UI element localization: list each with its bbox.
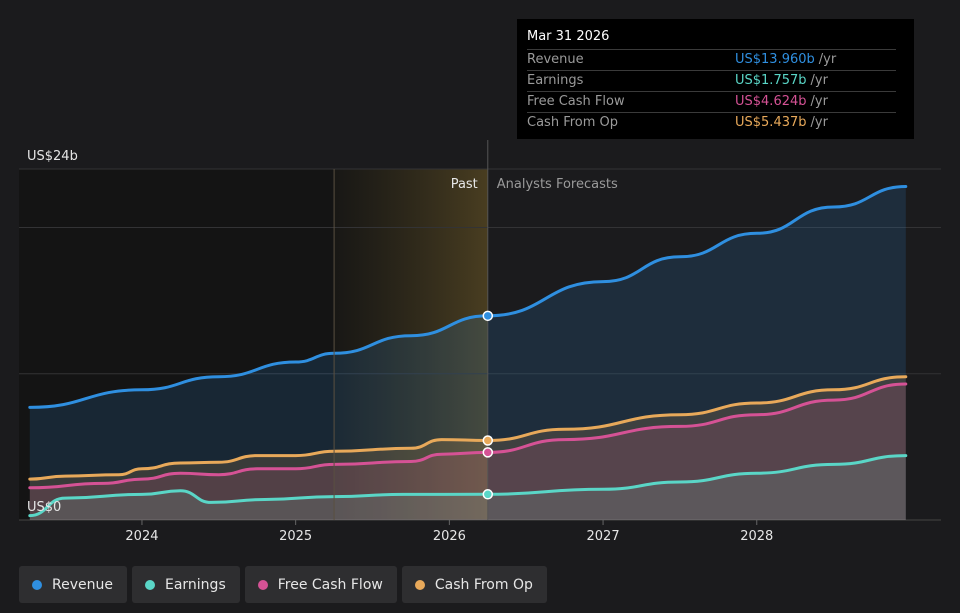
y-axis-bottom-label: US$0 xyxy=(27,500,61,515)
tooltip-label: Free Cash Flow xyxy=(527,94,625,109)
x-tick-label: 2025 xyxy=(279,529,312,544)
tooltip-unit: /yr xyxy=(810,73,828,88)
y-axis-top-label: US$24b xyxy=(27,149,78,164)
tooltip-value: US$4.624b xyxy=(735,94,807,109)
x-tick-label: 2026 xyxy=(433,529,466,544)
marker-free-cash-flow xyxy=(482,447,494,458)
legend-item-cash-from-op[interactable]: Cash From Op xyxy=(401,566,547,603)
area-free-cash-flow xyxy=(29,384,906,520)
legend-dot-icon xyxy=(414,579,425,590)
tooltip-unit: /yr xyxy=(818,52,837,67)
tooltip-row-revenue: Revenue US$13.960b /yr xyxy=(527,49,896,70)
marker-earnings xyxy=(482,489,494,500)
tooltip-unit: /yr xyxy=(810,94,828,109)
legend-item-earnings[interactable]: Earnings xyxy=(131,566,240,603)
marker-cash-from-op xyxy=(482,435,494,446)
tooltip-label: Cash From Op xyxy=(527,115,619,130)
line-earnings xyxy=(28,454,908,518)
legend: Revenue Earnings Free Cash Flow Cash Fro… xyxy=(19,566,547,603)
tooltip-value: US$13.960b xyxy=(735,52,815,67)
tooltip-row-cash-from-op: Cash From Op US$5.437b /yr xyxy=(527,112,896,133)
x-tick-label: 2027 xyxy=(587,529,620,544)
tooltip-unit: /yr xyxy=(810,115,828,130)
tooltip-row-earnings: Earnings US$1.757b /yr xyxy=(527,70,896,91)
legend-label: Free Cash Flow xyxy=(277,576,383,593)
line-cash-from-op xyxy=(28,375,908,481)
past-label: Past xyxy=(451,177,478,192)
x-tick-label: 2024 xyxy=(125,529,158,544)
chart-area: US$24b US$0 Past Analysts Forecasts 2024… xyxy=(19,140,941,544)
marker-revenue xyxy=(482,310,494,322)
tooltip-label: Revenue xyxy=(527,52,584,67)
tooltip: Mar 31 2026 Revenue US$13.960b /yr Earni… xyxy=(517,19,914,139)
legend-label: Revenue xyxy=(52,576,113,593)
tooltip-value: US$1.757b xyxy=(735,73,807,88)
area-revenue xyxy=(29,186,906,520)
area-earnings xyxy=(29,455,906,520)
forecast-label: Analysts Forecasts xyxy=(497,177,618,192)
line-free-cash-flow xyxy=(28,382,908,490)
area-cash-from-op xyxy=(29,376,906,520)
x-tick-label: 2028 xyxy=(740,529,773,544)
legend-dot-icon xyxy=(32,579,42,590)
line-revenue xyxy=(28,185,908,409)
legend-label: Cash From Op xyxy=(434,576,533,593)
legend-label: Earnings xyxy=(164,576,226,593)
tooltip-row-free-cash-flow: Free Cash Flow US$4.624b /yr xyxy=(527,91,896,112)
legend-dot-icon xyxy=(257,579,268,590)
legend-item-revenue[interactable]: Revenue xyxy=(19,566,127,603)
tooltip-label: Earnings xyxy=(527,73,584,88)
legend-dot-icon xyxy=(144,579,155,590)
tooltip-value: US$5.437b xyxy=(735,115,807,130)
legend-item-free-cash-flow[interactable]: Free Cash Flow xyxy=(244,566,397,603)
tooltip-date: Mar 31 2026 xyxy=(527,29,610,44)
